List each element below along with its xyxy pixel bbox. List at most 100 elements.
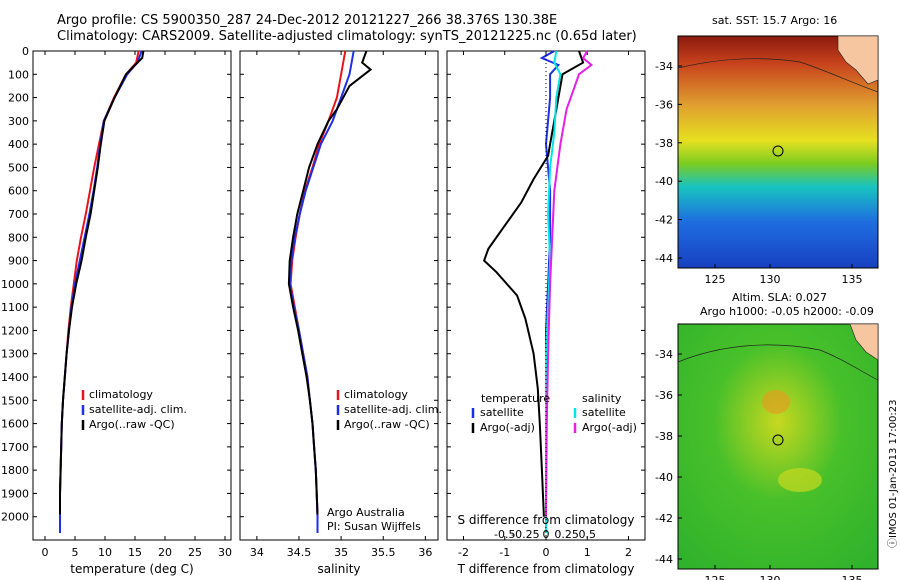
legend-salinity-heading: salinity [582, 392, 622, 405]
top-tick-label: -0.25 [511, 528, 539, 541]
x-axis-label: temperature (deg C) [70, 562, 193, 576]
sla-map [677, 323, 879, 570]
title-line-2: Climatology: CARS2009. Satellite-adjuste… [57, 29, 637, 44]
top-tick-label: 0.5 [579, 528, 597, 541]
sst-contour [677, 58, 879, 93]
x-tick-label: 0 [543, 546, 550, 559]
map-y-tick-label: -36 [655, 389, 673, 402]
x-tick-label: 2 [625, 546, 632, 559]
temperature-panel: 0 5 10 15 20 25 300100200300400500600700800900… [1, 45, 232, 576]
series-climatology [289, 50, 347, 533]
top-tick-label: 0 [543, 528, 550, 541]
x-tick-label: 30 [218, 546, 232, 559]
series-satellite [288, 50, 355, 533]
legend-label: satellite [582, 406, 626, 419]
salinity-panel: 34 34.5 35 35.5 36 salinity climatology satelli… [239, 50, 442, 576]
series-temp_argo [482, 50, 585, 517]
y-tick-label: 0 [22, 45, 29, 58]
map-y-tick-label: -44 [655, 252, 673, 265]
legend-label: Argo(..raw -QC) [344, 418, 430, 431]
x-tick-label: 1 [584, 546, 591, 559]
map-y-tick-label: -36 [655, 98, 673, 111]
map-x-tick-label: 130 [760, 574, 781, 580]
y-tick-label: 1500 [1, 394, 29, 407]
y-tick-label: 1300 [1, 348, 29, 361]
y-tick-label: 1700 [1, 441, 29, 454]
y-tick-label: 1600 [1, 418, 29, 431]
map-y-tick-label: -40 [655, 175, 673, 188]
legend-label: Argo(-adj) [480, 421, 535, 434]
y-tick-label: 1800 [1, 464, 29, 477]
y-tick-label: 1400 [1, 371, 29, 384]
y-tick-label: 800 [8, 231, 29, 244]
x-tick-label: 0 [42, 546, 49, 559]
sla-land [849, 323, 879, 361]
series-sal_argo [545, 50, 594, 517]
map-x-tick-label: 135 [842, 574, 863, 580]
legend-label: satellite [480, 406, 524, 419]
x-tick-label: 34.5 [287, 546, 312, 559]
top-tick-label: -0.5 [494, 528, 515, 541]
y-tick-label: 1000 [1, 278, 29, 291]
x-axis-label: salinity [317, 562, 360, 576]
top-x-axis-label: S difference from climatology [458, 513, 635, 527]
series-argo [287, 50, 373, 515]
map-y-tick-label: -38 [655, 137, 673, 150]
map-x-tick-label: 125 [705, 574, 726, 580]
legend-label: satellite-adj. clim. [344, 403, 442, 416]
map-x-tick-label: 135 [842, 273, 863, 286]
y-tick-label: 100 [8, 68, 29, 81]
legend-label: Argo(..raw -QC) [89, 418, 175, 431]
legend-temperature-heading: temperature [481, 392, 550, 405]
x-axis-label: T difference from climatology [457, 562, 635, 576]
y-tick-label: 600 [8, 185, 29, 198]
x-tick-label: 15 [128, 546, 142, 559]
y-tick-label: 700 [8, 208, 29, 221]
sla-anomaly-2 [778, 468, 822, 492]
x-tick-label: -1 [499, 546, 510, 559]
series-climatology [59, 50, 140, 533]
y-tick-label: 1100 [1, 301, 29, 314]
plot-frame [239, 50, 439, 541]
annotation-line-2: PI: Susan Wijffels [327, 520, 421, 533]
x-tick-label: 20 [158, 546, 172, 559]
sla-high-anomaly [762, 390, 790, 414]
sla-argo-marker [772, 434, 784, 446]
legend-label: climatology [89, 388, 153, 401]
series-argo [59, 50, 145, 515]
legend-label: satellite-adj. clim. [89, 403, 187, 416]
map-y-tick-label: -34 [655, 60, 673, 73]
y-tick-label: 500 [8, 161, 29, 174]
legend-label: Argo(-adj) [582, 421, 637, 434]
sst-field [677, 35, 879, 269]
y-tick-label: 2000 [1, 511, 29, 524]
sla-contour [677, 344, 879, 381]
map-y-tick-label: -38 [655, 430, 673, 443]
x-tick-label: 34 [250, 546, 264, 559]
y-tick-label: 900 [8, 255, 29, 268]
imos-footer: ⓘIMOS 01-Jan-2013 17:00:23 [888, 399, 899, 548]
top-tick-label: 0.25 [554, 528, 579, 541]
sst-map [677, 35, 879, 269]
x-tick-label: 25 [188, 546, 202, 559]
plot-frame [32, 50, 232, 541]
map-y-tick-label: -42 [655, 512, 673, 525]
x-tick-label: 10 [98, 546, 112, 559]
y-tick-label: 300 [8, 115, 29, 128]
x-tick-label: 35 [334, 546, 348, 559]
title-line-1: Argo profile: CS 5900350_287 24-Dec-2012… [57, 13, 558, 28]
sst-map-title: sat. SST: 15.7 Argo: 16 [712, 14, 838, 27]
y-tick-label: 1200 [1, 324, 29, 337]
annotation-line-1: Argo Australia [327, 506, 405, 519]
map-y-tick-label: -40 [655, 471, 673, 484]
legend-label: climatology [344, 388, 408, 401]
x-tick-label: 5 [72, 546, 79, 559]
sst-land [837, 35, 879, 85]
sla-map-title-1: Altim. SLA: 0.027 [732, 291, 828, 304]
map-y-tick-label: -34 [655, 348, 673, 361]
sla-field [677, 323, 879, 570]
map-y-tick-label: -44 [655, 553, 673, 566]
x-tick-label: 35.5 [371, 546, 396, 559]
sst-argo-marker [772, 145, 784, 157]
